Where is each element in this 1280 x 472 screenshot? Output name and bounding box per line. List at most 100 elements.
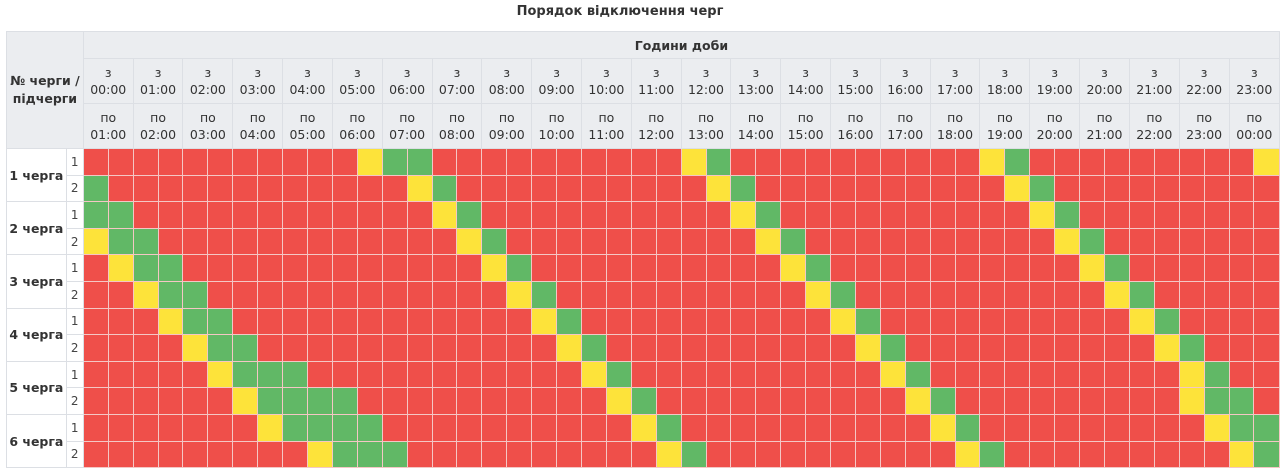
cell-yellow bbox=[1203, 413, 1230, 442]
cell-red bbox=[605, 174, 632, 203]
cell-red bbox=[207, 413, 234, 442]
cell-yellow bbox=[132, 280, 159, 309]
subqueue-label: 1 bbox=[65, 148, 84, 176]
cell-red bbox=[531, 254, 558, 282]
cell-red bbox=[780, 413, 807, 442]
cell-green bbox=[1153, 307, 1180, 336]
cell-red bbox=[1054, 280, 1081, 309]
cell-red bbox=[1228, 148, 1255, 176]
cell-yellow bbox=[605, 387, 632, 415]
cell-green bbox=[929, 387, 956, 415]
cell-red bbox=[929, 360, 956, 389]
cell-red bbox=[82, 280, 109, 309]
cell-red bbox=[307, 254, 333, 282]
from-prefix: з bbox=[1200, 65, 1208, 80]
cell-red bbox=[1253, 280, 1280, 309]
from-prefix: з bbox=[403, 65, 411, 80]
cell-red bbox=[1104, 360, 1130, 389]
cell-yellow bbox=[406, 174, 433, 203]
cell-red bbox=[556, 280, 582, 309]
subqueue-label: 2 bbox=[65, 174, 84, 203]
to-prefix: по bbox=[498, 110, 515, 125]
cell-red bbox=[481, 334, 508, 362]
cell-red bbox=[257, 307, 284, 336]
cell-red bbox=[730, 334, 757, 362]
cell-red bbox=[207, 174, 234, 203]
cell-red bbox=[456, 413, 483, 442]
cell-red bbox=[730, 307, 757, 336]
cell-red bbox=[705, 307, 732, 336]
cell-red bbox=[1054, 413, 1081, 442]
from-prefix: з bbox=[603, 65, 610, 80]
cell-red bbox=[1004, 334, 1031, 362]
cell-red bbox=[282, 334, 308, 362]
cell-green bbox=[381, 440, 408, 469]
cell-red bbox=[282, 254, 308, 282]
cell-red bbox=[929, 201, 956, 229]
cell-yellow bbox=[556, 334, 582, 362]
cell-red bbox=[82, 254, 109, 282]
cell-red bbox=[1004, 387, 1031, 415]
cell-red bbox=[1153, 280, 1180, 309]
cell-red bbox=[481, 174, 508, 203]
cell-yellow bbox=[1153, 334, 1180, 362]
cell-red bbox=[1153, 148, 1180, 176]
cell-red bbox=[182, 413, 209, 442]
cell-red bbox=[830, 413, 856, 442]
cell-green bbox=[257, 360, 284, 389]
cell-red bbox=[805, 334, 832, 362]
to-time: 04:00 bbox=[239, 127, 276, 142]
cell-red bbox=[979, 280, 1006, 309]
hour-from-header: з 06:00 bbox=[381, 58, 433, 104]
cell-red bbox=[232, 174, 259, 203]
queue-subrow: 2 черга 1 bbox=[6, 201, 1280, 256]
cell-red bbox=[307, 227, 333, 256]
cell-red bbox=[1178, 201, 1205, 229]
cell-red bbox=[232, 254, 259, 282]
from-prefix: з bbox=[1101, 65, 1108, 80]
hour-from-header: з 08:00 bbox=[481, 58, 533, 104]
hour-from-header: з 14:00 bbox=[780, 58, 832, 104]
hour-to-header: по 23:00 bbox=[1178, 103, 1230, 149]
cell-red bbox=[182, 387, 209, 415]
cell-red bbox=[107, 387, 134, 415]
cell-yellow bbox=[879, 360, 906, 389]
cell-yellow bbox=[705, 174, 732, 203]
to-time: 22:00 bbox=[1136, 127, 1173, 142]
from-time: 13:00 bbox=[737, 82, 774, 97]
cell-red bbox=[705, 254, 732, 282]
cell-green bbox=[182, 307, 209, 336]
cell-red bbox=[879, 227, 906, 256]
cell-red bbox=[805, 174, 832, 203]
cell-red bbox=[406, 201, 433, 229]
cell-red bbox=[879, 280, 906, 309]
cell-red bbox=[605, 307, 632, 336]
hour-to-header: по 21:00 bbox=[1079, 103, 1130, 149]
from-time: 04:00 bbox=[289, 82, 326, 97]
cell-red bbox=[157, 387, 184, 415]
cell-red bbox=[157, 174, 184, 203]
cell-green bbox=[730, 174, 757, 203]
cell-red bbox=[805, 387, 832, 415]
queue-label: 4 черга bbox=[6, 307, 67, 362]
to-prefix: по bbox=[150, 110, 166, 125]
to-prefix: по bbox=[1196, 110, 1213, 125]
subqueue-label: 1 bbox=[65, 360, 84, 389]
cell-red bbox=[705, 280, 732, 309]
cell-red bbox=[580, 148, 607, 176]
cell-green bbox=[1054, 201, 1081, 229]
cell-red bbox=[680, 227, 707, 256]
cell-red bbox=[630, 307, 657, 336]
cell-red bbox=[605, 280, 632, 309]
cell-green bbox=[780, 227, 807, 256]
cell-red bbox=[232, 413, 259, 442]
cell-green bbox=[705, 148, 732, 176]
from-prefix: з bbox=[503, 65, 511, 80]
cell-red bbox=[655, 360, 682, 389]
from-prefix: з bbox=[752, 65, 760, 80]
cell-red bbox=[580, 227, 607, 256]
cell-yellow bbox=[207, 360, 234, 389]
cell-red bbox=[456, 307, 483, 336]
cell-red bbox=[1004, 254, 1031, 282]
hour-from-header: з 19:00 bbox=[1029, 58, 1081, 104]
